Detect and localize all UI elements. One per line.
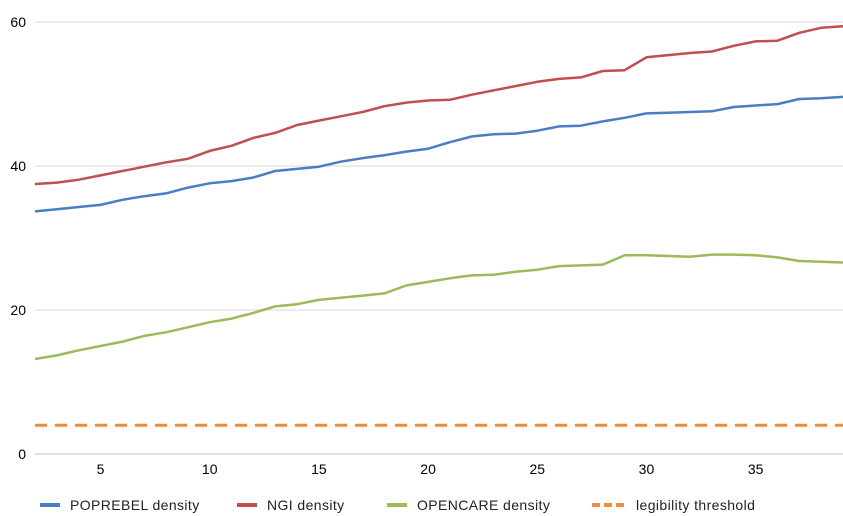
y-tick-label-20: 20 [10, 302, 26, 318]
gridlines [35, 21, 843, 311]
legend-label-opencare: OPENCARE density [417, 497, 551, 513]
legend-swatch-ngi [237, 503, 257, 507]
legend-label-legibility-threshold: legibility threshold [636, 497, 756, 513]
series-line-ngi-density [34, 25, 843, 186]
x-tick-label-35: 35 [748, 461, 764, 477]
legend-item-ngi[interactable]: NGI density [237, 494, 345, 516]
legend-swatch-poprebel [40, 503, 60, 507]
x-tick-label-20: 20 [420, 461, 436, 477]
series-line-opencare-density [34, 253, 843, 361]
legend-swatch-legibility-threshold [592, 503, 624, 507]
series-line-poprebel-density [34, 95, 843, 213]
x-tick-label-25: 25 [529, 461, 545, 477]
series-lines [34, 25, 843, 427]
y-tick-label-0: 0 [18, 446, 26, 462]
x-axis-tick-labels: 5 10 15 20 25 30 35 [97, 461, 764, 477]
y-tick-label-60: 60 [10, 14, 26, 30]
x-tick-label-30: 30 [639, 461, 655, 477]
x-tick-label-15: 15 [311, 461, 327, 477]
x-tick-label-10: 10 [202, 461, 218, 477]
legend-swatch-opencare [387, 503, 407, 507]
legend: POPREBEL density NGI density OPENCARE de… [0, 494, 843, 516]
legend-item-opencare[interactable]: OPENCARE density [387, 494, 550, 516]
y-axis-tick-labels: 0 20 40 60 [10, 14, 26, 462]
legend-item-poprebel[interactable]: POPREBEL density [40, 494, 200, 516]
y-tick-label-40: 40 [10, 158, 26, 174]
x-tick-label-5: 5 [97, 461, 105, 477]
legend-label-ngi: NGI density [267, 497, 345, 513]
legend-label-poprebel: POPREBEL density [70, 497, 200, 513]
legend-item-legibility-threshold[interactable]: legibility threshold [592, 494, 755, 516]
